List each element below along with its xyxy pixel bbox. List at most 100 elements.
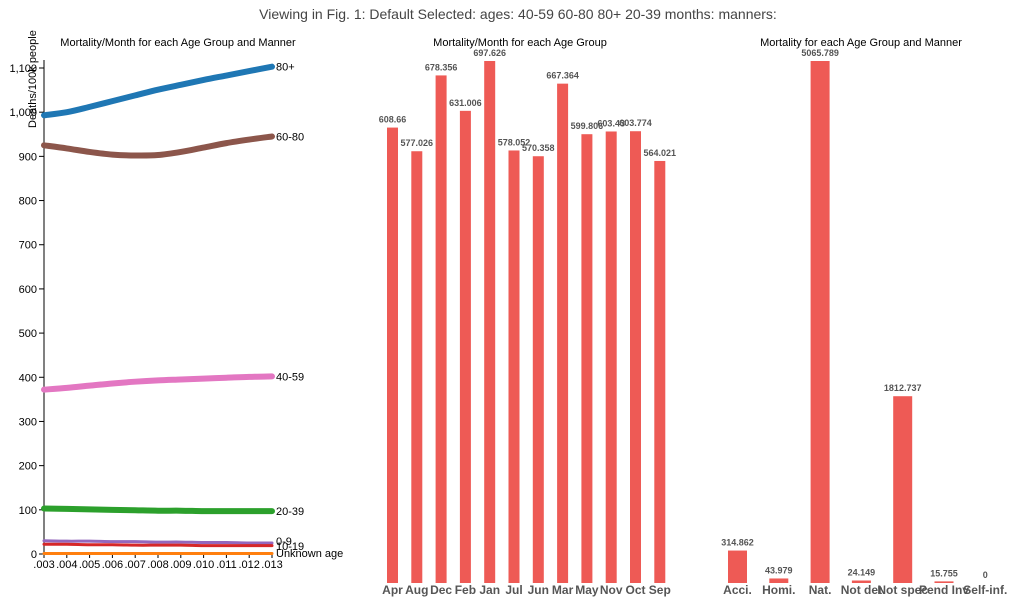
y-tick-label: 400 xyxy=(19,372,37,384)
series-line-40-59 xyxy=(41,373,275,393)
y-tick-label: 800 xyxy=(19,196,37,208)
manner-bar-chart-title: Mortality for each Age Group and Manner xyxy=(760,37,962,49)
bar-jan xyxy=(484,61,496,583)
y-axis-label: Deaths/100k people xyxy=(27,30,39,128)
series-label-20-39: 20-39 xyxy=(276,506,304,518)
month-bar-chart: 608.66 Apr 577.026 Aug 678.356 Dec 631.006 Feb 6… xyxy=(379,48,676,597)
line-chart-title: Mortality/Month for each Age Group and M… xyxy=(60,37,296,49)
bar-category-label: May xyxy=(575,583,599,597)
bar-oct xyxy=(630,131,641,583)
bar-category-label: Oct xyxy=(625,583,645,597)
x-tick-label: .006 xyxy=(102,559,123,571)
x-tick-label: .012 xyxy=(238,559,259,571)
x-tick-label: .007 xyxy=(124,559,145,571)
bar-category-label: Jan xyxy=(479,583,500,597)
manner-bar-chart: 314.862 Acci. 43.979 Homi. 5065.789 Nat. 24.14… xyxy=(721,48,1007,597)
y-tick-label: 600 xyxy=(19,284,37,296)
series-label-80-: 80+ xyxy=(276,62,295,74)
y-tick-label: 300 xyxy=(19,416,37,428)
bar-dec xyxy=(435,75,447,583)
series-line-10-19 xyxy=(42,542,274,548)
bar-value-label: 15.755 xyxy=(930,568,958,578)
bar-value-label: 603.43 xyxy=(597,118,625,128)
bar-value-label: 678.356 xyxy=(425,62,458,72)
bar-aug xyxy=(411,151,423,583)
bar-apr xyxy=(387,127,398,584)
series-line-20-39 xyxy=(41,505,275,515)
bar-category-label: Not spec xyxy=(877,583,928,597)
bar-category-label: Aug xyxy=(405,583,428,597)
bar-value-label: 603.774 xyxy=(619,118,652,128)
series-label-10-19: 10-19 xyxy=(276,541,304,553)
y-tick-label: 900 xyxy=(19,151,37,163)
x-tick-label: .004 xyxy=(56,559,77,571)
y-tick-label: 100 xyxy=(19,505,37,517)
bar-sep xyxy=(654,160,666,583)
bar-category-label: Feb xyxy=(455,583,476,597)
bar-category-label: Self-inf. xyxy=(963,583,1007,597)
x-tick-label: .008 xyxy=(147,559,168,571)
bar-nov xyxy=(605,131,617,583)
y-tick-label: 1,000 xyxy=(9,107,37,119)
bar-mar xyxy=(557,83,569,583)
bar-acci- xyxy=(728,550,747,583)
bar-value-label: 631.006 xyxy=(449,98,482,108)
bar-category-label: Homi. xyxy=(762,583,795,597)
bar-category-label: Sep xyxy=(649,583,671,597)
x-tick-label: .003 xyxy=(33,559,54,571)
series-label-60-80: 60-80 xyxy=(276,131,304,143)
bar-category-label: Acci. xyxy=(723,583,752,597)
bar-category-label: Mar xyxy=(552,583,574,597)
y-tick-label: 700 xyxy=(19,240,37,252)
bar-value-label: 599.806 xyxy=(571,121,604,131)
bar-pend-inv xyxy=(934,581,954,583)
bar-value-label: 1812.737 xyxy=(884,383,922,393)
bar-jun xyxy=(532,156,544,584)
bar-value-label: 564.021 xyxy=(644,148,677,158)
x-tick-label: .005 xyxy=(79,559,100,571)
bar-value-label: 5065.789 xyxy=(801,48,839,58)
bar-feb xyxy=(459,110,471,583)
x-tick-label: .013 xyxy=(261,559,282,571)
series-label-unknown-age: Unknown age xyxy=(276,548,343,560)
bar-homi- xyxy=(769,578,789,583)
bar-jul xyxy=(508,150,520,583)
bar-value-label: 570.358 xyxy=(522,143,555,153)
month-bar-chart-title: Mortality/Month for each Age Group xyxy=(433,37,607,49)
series-line-0-9 xyxy=(42,539,274,545)
y-tick-label: 200 xyxy=(19,461,37,473)
bar-value-label: 608.66 xyxy=(379,115,407,125)
bar-category-label: Apr xyxy=(382,583,403,597)
bar-value-label: 577.026 xyxy=(401,138,434,148)
page-title: Viewing in Fig. 1: Default Selected: age… xyxy=(259,6,777,22)
y-tick-label: 500 xyxy=(19,328,37,340)
bar-value-label: 697.626 xyxy=(473,48,506,58)
x-tick-label: .011 xyxy=(216,559,237,571)
bar-category-label: Pend Inv xyxy=(919,583,969,597)
series-line-60-80 xyxy=(41,133,275,159)
bar-value-label: 24.149 xyxy=(848,568,876,578)
bar-category-label: Nov xyxy=(600,583,623,597)
bar-category-label: Dec xyxy=(430,583,452,597)
x-tick-label: .009 xyxy=(170,559,191,571)
series-line-80- xyxy=(41,63,275,119)
bar-value-label: 0 xyxy=(983,570,988,580)
y-tick-label: 1,100 xyxy=(9,63,37,75)
bar-may xyxy=(581,134,593,583)
bar-value-label: 43.979 xyxy=(765,565,793,575)
bar-value-label: 314.862 xyxy=(721,538,754,548)
bar-value-label: 578.052 xyxy=(498,137,531,147)
bar-category-label: Nat. xyxy=(809,583,832,597)
bar-category-label: Jun xyxy=(528,583,549,597)
line-chart: 0 100 200 300 400 500 600 700 800 900 1,000 1,100 .0… xyxy=(9,30,343,571)
bar-category-label: Not det xyxy=(841,583,882,597)
bar-not-spec xyxy=(893,396,913,583)
x-tick-label: .010 xyxy=(193,559,214,571)
series-label-40-59: 40-59 xyxy=(276,371,304,383)
bar-value-label: 667.364 xyxy=(546,71,579,81)
bar-nat- xyxy=(810,61,830,583)
y-tick-label: 0 xyxy=(31,549,37,561)
bar-not-det xyxy=(851,580,871,583)
bar-category-label: Jul xyxy=(505,583,522,597)
